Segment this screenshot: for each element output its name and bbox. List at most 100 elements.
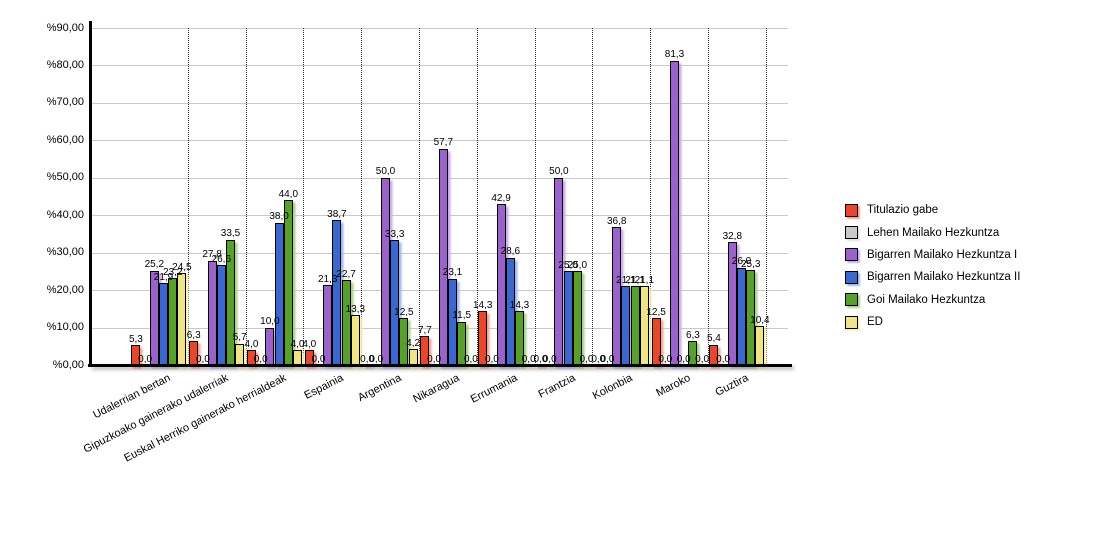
- bar-s3-c1: [216, 265, 226, 365]
- bar-shadow: [218, 366, 228, 369]
- legend-swatch-icon: [845, 270, 858, 284]
- y-axis-tick-label: %20,00: [46, 283, 84, 296]
- bar-shadow: [690, 366, 700, 369]
- bar-value-label: 50,0: [549, 166, 569, 178]
- bar-shadow: [200, 366, 210, 369]
- y-axis-tick-label: %60,00: [46, 133, 84, 146]
- category-separator: [534, 28, 536, 365]
- bar-shadow: [449, 366, 460, 369]
- bar-shadow: [179, 366, 189, 369]
- legend-swatch-icon: [845, 293, 858, 307]
- bar-s2-c9: [669, 60, 680, 365]
- bar-s2-c0: [149, 270, 159, 365]
- category-separator: [708, 28, 709, 365]
- legend-item-3: Bigarren Mailako Hezkuntza II: [845, 266, 1020, 288]
- bar-value-label: 6,3: [685, 329, 700, 341]
- y-axis-tick-label: %50,00: [46, 171, 84, 184]
- y-gridline: [91, 102, 788, 104]
- bar-shadow: [653, 366, 663, 369]
- bar-value-label: 25,0: [558, 259, 578, 271]
- bar-shadow: [325, 366, 335, 369]
- bar-value-label: 0,0: [716, 353, 731, 365]
- bar-shadow: [662, 366, 672, 369]
- bar-value-label: 21,1: [616, 274, 636, 286]
- bar-shadow: [334, 366, 344, 369]
- bar-value-label: 4,0: [244, 338, 259, 350]
- bar-shadow: [422, 366, 432, 369]
- bar-shadow: [151, 366, 161, 369]
- bar-s4-c3: [341, 280, 351, 365]
- bar-shadow: [526, 366, 536, 369]
- bar-shadow: [209, 366, 219, 369]
- bar-shadow: [294, 366, 305, 369]
- bar-value-label: 44,0: [278, 188, 299, 200]
- bar-shadow: [170, 366, 180, 369]
- legend-label: Bigarren Mailako Hezkuntza II: [867, 271, 1021, 284]
- bar-s3-c5: [447, 278, 458, 365]
- bar-shadow: [315, 366, 326, 369]
- category-separator: [765, 28, 767, 365]
- bar-value-label: 4,0: [290, 338, 305, 350]
- bar-shadow: [440, 366, 450, 369]
- bar-shadow: [343, 366, 353, 369]
- bar-s2-c6: [496, 204, 506, 365]
- bar-shadow: [583, 366, 594, 369]
- category-separator: [419, 28, 420, 365]
- legend-label: Titulazio gabe: [867, 204, 939, 217]
- bar-shadow: [459, 366, 469, 369]
- bar-value-label: 10,4: [750, 314, 770, 326]
- bar-value-label: 21,3: [317, 273, 338, 285]
- category-separator: [361, 28, 363, 365]
- bar-shadow: [632, 366, 642, 369]
- bar-shadow: [480, 366, 490, 369]
- bar-shadow: [364, 366, 374, 369]
- bar-value-label: 13,3: [345, 303, 366, 315]
- bar-value-label: 42,9: [491, 192, 511, 204]
- legend: Titulazio gabe Lehen Mailako Hezkuntza Big…: [845, 199, 1020, 333]
- bar-shadow: [537, 366, 548, 369]
- bar-shadow: [489, 366, 499, 369]
- category-separator: [245, 28, 247, 365]
- bar-value-label: 6,3: [186, 329, 201, 341]
- bar-shadow: [267, 366, 277, 369]
- legend-label: ED: [867, 316, 883, 329]
- bar-value-label: 33,3: [384, 228, 405, 240]
- bar-value-label: 32,8: [722, 230, 743, 242]
- bar-value-label: 0,0: [591, 353, 606, 365]
- bar-value-label: 5,3: [128, 333, 143, 345]
- bar-value-label: 10,0: [260, 316, 280, 328]
- legend-item-4: Goi Mailako Hezkuntza: [845, 289, 1020, 311]
- bar-shadow: [757, 366, 767, 369]
- category-separator: [476, 28, 478, 365]
- bar-s3-c6: [505, 257, 515, 365]
- bar-value-label: 14,3: [509, 299, 530, 311]
- legend-item-2: Bigarren Mailako Hezkuntza I: [845, 244, 1020, 266]
- bar-s4-c7: [572, 271, 582, 365]
- bar-s4-c8: [630, 286, 640, 365]
- bar-shadow: [258, 366, 268, 369]
- bar-value-label: 25,3: [740, 258, 761, 270]
- bar-shadow: [574, 366, 584, 369]
- bar-value-label: 25,2: [144, 259, 165, 271]
- bar-s4-c0: [168, 278, 178, 365]
- bar-shadow: [285, 366, 295, 369]
- bar-value-label: 26,0: [731, 256, 752, 268]
- bar-s3-c7: [563, 271, 573, 365]
- legend-label: Bigarren Mailako Hezkuntza I: [867, 248, 1018, 261]
- category-separator: [592, 28, 594, 365]
- bar-value-label: 0,0: [676, 353, 691, 365]
- x-axis-line: [88, 364, 792, 367]
- bar-shadow: [248, 366, 259, 369]
- category-separator: [187, 28, 189, 365]
- x-axis-shadow: [92, 366, 794, 370]
- bar-value-label: 0,0: [311, 353, 326, 365]
- bar-s2-c7: [554, 177, 564, 365]
- bar-value-label: 0,0: [427, 353, 442, 365]
- bar-s3-c3: [332, 220, 342, 365]
- bar-value-label: 0,0: [138, 353, 153, 365]
- legend-label: Lehen Mailako Hezkuntza: [867, 226, 1000, 239]
- bar-shadow: [641, 366, 651, 369]
- bar-shadow: [142, 366, 152, 369]
- legend-label: Goi Mailako Hezkuntza: [867, 293, 986, 306]
